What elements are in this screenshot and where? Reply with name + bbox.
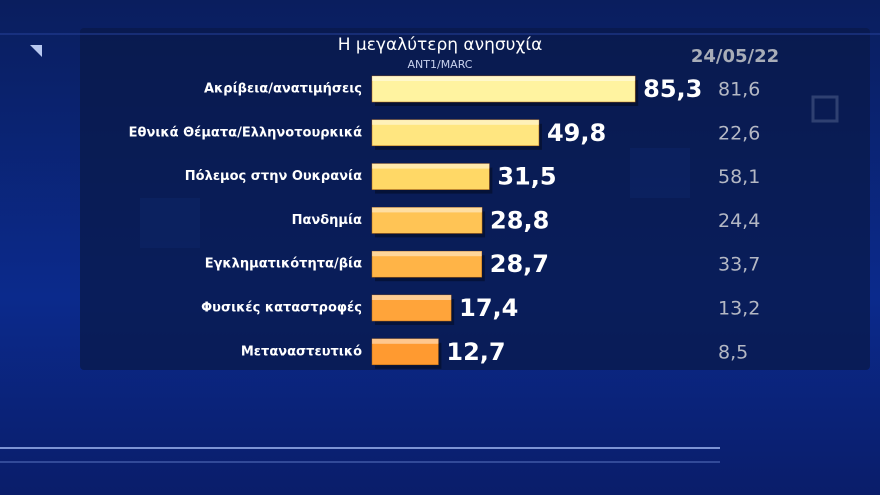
- bar-highlight: [372, 338, 439, 344]
- comparison-value: 58,1: [718, 166, 760, 188]
- comparison-value: 22,6: [718, 122, 760, 144]
- value-label: 31,5: [497, 163, 556, 191]
- value-label: 17,4: [459, 294, 518, 322]
- bar-highlight: [372, 76, 636, 81]
- comparison-value: 13,2: [718, 298, 760, 320]
- bar: [371, 338, 439, 366]
- bar: [371, 75, 636, 103]
- bar-highlight: [372, 163, 490, 169]
- bar: [371, 207, 483, 234]
- bar-highlight: [372, 207, 483, 213]
- comparison-value: 8,5: [718, 341, 748, 363]
- category-label: Μεταναστευτικό: [241, 344, 362, 359]
- comparison-value: 33,7: [718, 254, 760, 276]
- chart-subtitle: ANT1/MARC: [408, 58, 473, 71]
- value-label: 28,8: [490, 206, 549, 234]
- bar: [371, 119, 540, 147]
- panel: [80, 28, 870, 370]
- category-label: Πόλεμος στην Ουκρανία: [185, 169, 362, 184]
- category-label: Πανδημία: [292, 213, 362, 228]
- bar: [371, 250, 483, 278]
- chart-title: Η μεγαλύτερη ανησυχία: [338, 35, 543, 55]
- category-label: Εγκληματικότητα/βία: [205, 257, 362, 272]
- value-label: 12,7: [446, 338, 505, 366]
- value-label: 85,3: [643, 75, 702, 103]
- comparison-value: 24,4: [718, 210, 760, 232]
- decor-corner: [30, 45, 42, 57]
- value-label: 28,7: [490, 250, 549, 278]
- category-label: Εθνικά Θέματα/Ελληνοτουρκικά: [129, 125, 362, 140]
- bar-highlight: [372, 251, 482, 257]
- bar: [371, 294, 452, 322]
- comparison-header: 24/05/22: [691, 46, 779, 67]
- bar-highlight: [372, 295, 452, 300]
- category-label: Φυσικές καταστροφές: [201, 301, 362, 316]
- bar-highlight: [372, 119, 539, 125]
- category-label: Ακρίβεια/ανατιμήσεις: [204, 82, 362, 97]
- value-label: 49,8: [547, 119, 606, 147]
- bar: [371, 163, 490, 190]
- comparison-value: 81,6: [718, 79, 760, 101]
